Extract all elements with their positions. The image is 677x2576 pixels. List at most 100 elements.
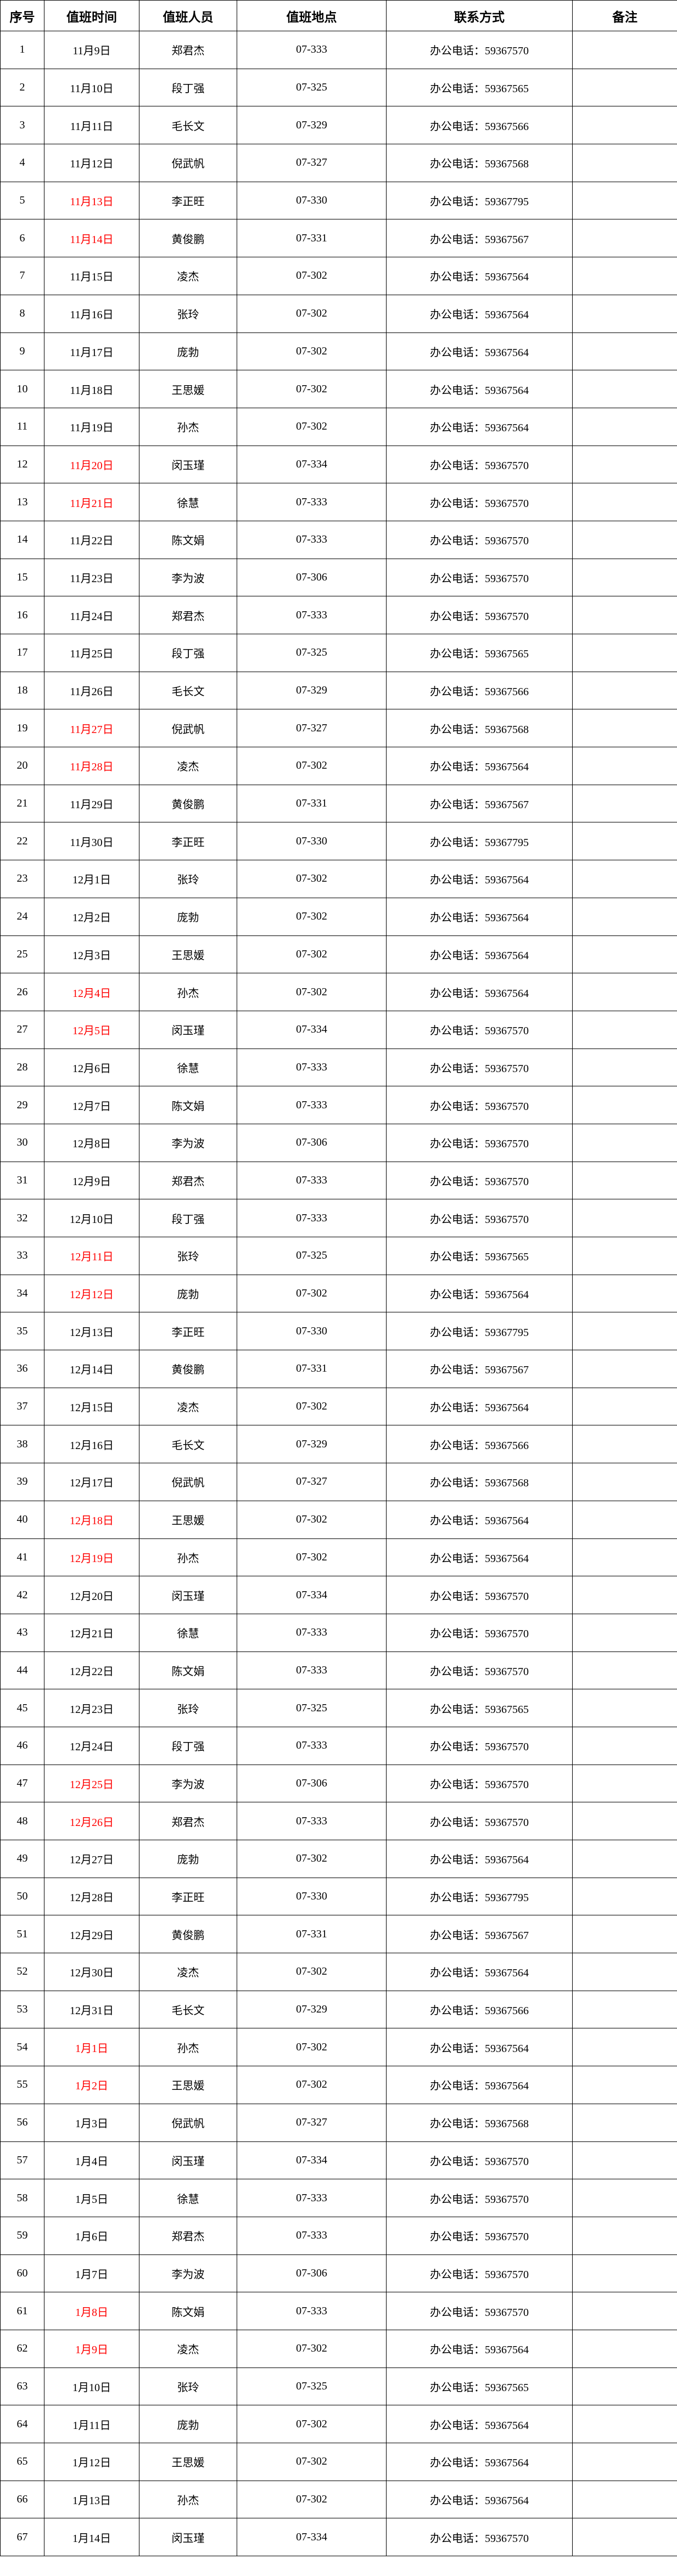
cell-person: 陈文娟 bbox=[139, 1651, 237, 1690]
cell-date: 11月12日 bbox=[44, 144, 139, 182]
cell-contact: 办公电话：59367565 bbox=[386, 634, 573, 672]
cell-location: 07-330 bbox=[237, 822, 387, 861]
cell-date: 1月3日 bbox=[44, 2103, 139, 2142]
cell-location: 07-325 bbox=[237, 634, 387, 672]
cell-note bbox=[572, 2254, 677, 2293]
cell-date: 11月14日 bbox=[44, 219, 139, 258]
cell-note bbox=[572, 897, 677, 936]
cell-location: 07-302 bbox=[237, 2028, 387, 2067]
cell-note bbox=[572, 596, 677, 634]
cell-index: 38 bbox=[0, 1425, 44, 1464]
cell-index: 45 bbox=[0, 1689, 44, 1727]
cell-note bbox=[572, 1123, 677, 1162]
cell-note bbox=[572, 1802, 677, 1840]
cell-contact: 办公电话：59367570 bbox=[386, 596, 573, 634]
cell-person: 郑君杰 bbox=[139, 31, 237, 69]
cell-index: 29 bbox=[0, 1086, 44, 1124]
cell-index: 18 bbox=[0, 671, 44, 710]
cell-index: 19 bbox=[0, 709, 44, 748]
cell-note bbox=[572, 747, 677, 785]
cell-note bbox=[572, 2141, 677, 2180]
cell-person: 庞勃 bbox=[139, 332, 237, 371]
cell-note bbox=[572, 1726, 677, 1765]
cell-date: 12月11日 bbox=[44, 1237, 139, 1275]
cell-note bbox=[572, 181, 677, 220]
table-row: 47 12月25日 李为波 07-306 办公电话：59367570 bbox=[0, 1764, 677, 1803]
cell-person: 凌杰 bbox=[139, 747, 237, 785]
cell-date: 1月10日 bbox=[44, 2367, 139, 2406]
cell-index: 43 bbox=[0, 1613, 44, 1652]
cell-person: 闵玉瑾 bbox=[139, 1010, 237, 1049]
table-row: 26 12月4日 孙杰 07-302 办公电话：59367564 bbox=[0, 973, 677, 1011]
cell-date: 11月15日 bbox=[44, 257, 139, 295]
cell-person: 倪武帆 bbox=[139, 144, 237, 182]
table-row: 67 1月14日 闵玉瑾 07-334 办公电话：59367570 bbox=[0, 2518, 677, 2557]
cell-date: 11月10日 bbox=[44, 68, 139, 107]
cell-date: 12月4日 bbox=[44, 973, 139, 1011]
cell-date: 12月18日 bbox=[44, 1500, 139, 1539]
table-row: 3 11月11日 毛长文 07-329 办公电话：59367566 bbox=[0, 106, 677, 145]
cell-contact: 办公电话：59367570 bbox=[386, 1764, 573, 1803]
cell-date: 1月1日 bbox=[44, 2028, 139, 2067]
cell-person: 毛长文 bbox=[139, 1425, 237, 1464]
cell-index: 23 bbox=[0, 860, 44, 898]
cell-contact: 办公电话：59367570 bbox=[386, 558, 573, 597]
cell-index: 57 bbox=[0, 2141, 44, 2180]
cell-contact: 办公电话：59367564 bbox=[386, 1840, 573, 1878]
cell-note bbox=[572, 1312, 677, 1351]
cell-location: 07-302 bbox=[237, 407, 387, 446]
cell-person: 庞勃 bbox=[139, 897, 237, 936]
cell-index: 49 bbox=[0, 1840, 44, 1878]
cell-person: 郑君杰 bbox=[139, 1161, 237, 1200]
cell-contact: 办公电话：59367564 bbox=[386, 935, 573, 974]
cell-contact: 办公电话：59367568 bbox=[386, 2103, 573, 2142]
cell-contact: 办公电话：59367564 bbox=[386, 860, 573, 898]
cell-date: 12月2日 bbox=[44, 897, 139, 936]
cell-contact: 办公电话：59367564 bbox=[386, 2443, 573, 2481]
table-row: 13 11月21日 徐慧 07-333 办公电话：59367570 bbox=[0, 483, 677, 521]
cell-index: 50 bbox=[0, 1877, 44, 1916]
cell-date: 11月25日 bbox=[44, 634, 139, 672]
cell-date: 11月13日 bbox=[44, 181, 139, 220]
cell-index: 66 bbox=[0, 2480, 44, 2519]
cell-date: 11月11日 bbox=[44, 106, 139, 145]
cell-location: 07-325 bbox=[237, 68, 387, 107]
table-row: 18 11月26日 毛长文 07-329 办公电话：59367566 bbox=[0, 671, 677, 710]
cell-location: 07-334 bbox=[237, 1010, 387, 1049]
cell-person: 庞勃 bbox=[139, 2405, 237, 2443]
cell-date: 1月4日 bbox=[44, 2141, 139, 2180]
cell-location: 07-302 bbox=[237, 2480, 387, 2519]
cell-person: 徐慧 bbox=[139, 483, 237, 521]
cell-location: 07-329 bbox=[237, 1425, 387, 1464]
cell-contact: 办公电话：59367570 bbox=[386, 2292, 573, 2330]
cell-index: 35 bbox=[0, 1312, 44, 1351]
cell-note bbox=[572, 2103, 677, 2142]
cell-note bbox=[572, 1086, 677, 1124]
cell-note bbox=[572, 1953, 677, 1991]
cell-location: 07-302 bbox=[237, 1840, 387, 1878]
cell-date: 11月18日 bbox=[44, 370, 139, 408]
cell-location: 07-306 bbox=[237, 2254, 387, 2293]
cell-date: 12月19日 bbox=[44, 1538, 139, 1577]
cell-index: 25 bbox=[0, 935, 44, 974]
cell-person: 毛长文 bbox=[139, 1990, 237, 2029]
cell-index: 52 bbox=[0, 1953, 44, 1991]
cell-index: 10 bbox=[0, 370, 44, 408]
cell-index: 21 bbox=[0, 784, 44, 823]
cell-contact: 办公电话：59367567 bbox=[386, 219, 573, 258]
cell-location: 07-333 bbox=[237, 520, 387, 559]
table-row: 11 11月19日 孙杰 07-302 办公电话：59367564 bbox=[0, 407, 677, 446]
cell-note bbox=[572, 2216, 677, 2255]
cell-index: 53 bbox=[0, 1990, 44, 2029]
cell-contact: 办公电话：59367564 bbox=[386, 747, 573, 785]
cell-date: 1月11日 bbox=[44, 2405, 139, 2443]
table-row: 66 1月13日 孙杰 07-302 办公电话：59367564 bbox=[0, 2480, 677, 2519]
cell-date: 12月31日 bbox=[44, 1990, 139, 2029]
cell-person: 李为波 bbox=[139, 558, 237, 597]
cell-person: 徐慧 bbox=[139, 1613, 237, 1652]
header-location: 值班地点 bbox=[237, 0, 387, 31]
cell-note bbox=[572, 2367, 677, 2406]
cell-index: 32 bbox=[0, 1199, 44, 1237]
cell-index: 5 bbox=[0, 181, 44, 220]
cell-person: 张玲 bbox=[139, 1237, 237, 1275]
